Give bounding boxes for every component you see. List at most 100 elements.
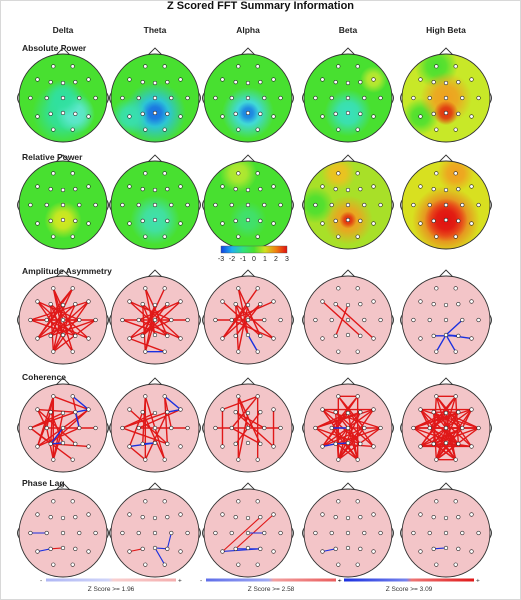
connection-line-positive: [36, 411, 52, 447]
electrode-t3: [120, 530, 125, 536]
electrode-f4: [456, 80, 461, 85]
connection-map-phase-lag-high-beta: [400, 482, 492, 578]
electrode-t3: [28, 202, 33, 208]
electrode-pz: [345, 545, 351, 551]
power-map-absolute-power-alpha: [202, 47, 294, 143]
electrode-c3: [229, 95, 234, 101]
electrode-o1: [236, 234, 241, 239]
head-outline: [303, 160, 393, 250]
electrode-cz: [443, 530, 449, 536]
electrode-t6: [86, 221, 91, 226]
electrode-o2: [162, 562, 167, 567]
electrode-f3: [140, 515, 145, 520]
electrode-c4: [77, 425, 82, 431]
electrode-o1: [236, 457, 241, 462]
electrode-f4: [358, 80, 363, 85]
electrode-t6: [469, 114, 474, 119]
electrode-f7: [127, 184, 132, 189]
connection-line-positive: [337, 409, 375, 461]
electrode-fz: [443, 410, 449, 416]
nose-outline: [438, 269, 454, 278]
electrode-p4: [358, 546, 363, 551]
electrode-fp2: [453, 499, 458, 504]
zscore-legend-label: Z Score >= 1.96: [88, 586, 135, 593]
electrode-fp2: [162, 64, 167, 69]
electrode-t6: [271, 549, 276, 554]
electrode-cz: [152, 95, 158, 101]
connection-line-positive: [222, 516, 261, 552]
electrode-f4: [358, 187, 363, 192]
electrode-o2: [70, 457, 75, 462]
electrode-t6: [86, 444, 91, 449]
electrode-f7: [127, 299, 132, 304]
electrode-t6: [271, 336, 276, 341]
connection-line-positive: [50, 443, 89, 448]
electrode-fp1: [434, 64, 439, 69]
electrode-fp1: [143, 499, 148, 504]
connection-line-positive: [222, 395, 258, 411]
electrode-fz: [152, 187, 158, 193]
electrode-f7: [127, 512, 132, 517]
electrode-fp1: [236, 499, 241, 504]
electrode-f8: [86, 299, 91, 304]
power-map-relative-power-delta: [17, 154, 109, 250]
electrode-t5: [418, 114, 423, 119]
electrode-fp1: [143, 171, 148, 176]
electrode-o1: [51, 234, 56, 239]
electrode-fp2: [70, 394, 75, 399]
electrode-t6: [469, 221, 474, 226]
electrode-o2: [162, 457, 167, 462]
electrode-f3: [140, 410, 145, 415]
electrode-pz: [245, 440, 251, 446]
electrode-f7: [127, 407, 132, 412]
electrode-f7: [320, 512, 325, 517]
electrode-c4: [460, 317, 465, 323]
electrode-pz: [443, 440, 449, 446]
electrode-c3: [427, 530, 432, 536]
connection-line-negative: [167, 408, 181, 413]
electrode-o2: [453, 349, 458, 354]
electrode-f4: [456, 187, 461, 192]
electrode-p4: [165, 546, 170, 551]
electrode-fp2: [70, 64, 75, 69]
electrode-p4: [165, 441, 170, 446]
electrode-f7: [220, 77, 225, 82]
electrode-o1: [236, 349, 241, 354]
electrode-o1: [51, 457, 56, 462]
electrode-pz: [245, 332, 251, 338]
electrode-t5: [35, 444, 40, 449]
electrode-o2: [70, 562, 75, 567]
electrode-t4: [476, 425, 481, 431]
nose-outline: [147, 269, 163, 278]
electrode-c3: [44, 202, 49, 208]
electrode-f7: [320, 77, 325, 82]
zscore-legend-bar: [344, 578, 474, 582]
electrode-c3: [329, 530, 334, 536]
electrode-p3: [140, 333, 145, 338]
electrode-c4: [77, 95, 82, 101]
electrode-f4: [456, 515, 461, 520]
electrode-t5: [320, 549, 325, 554]
electrode-fz: [245, 302, 251, 308]
connection-map-coherence-alpha: [202, 377, 294, 473]
electrode-p4: [165, 218, 170, 223]
electrode-pz: [60, 545, 66, 551]
colorbar-tick-label: 2: [274, 256, 278, 263]
electrode-c3: [44, 317, 49, 323]
electrode-cz: [443, 425, 449, 431]
electrode-pz: [152, 217, 158, 223]
connection-line-positive: [461, 409, 473, 429]
electrode-o1: [336, 349, 341, 354]
electrode-t3: [213, 202, 218, 208]
electrode-c3: [229, 425, 234, 431]
electrode-cz: [443, 95, 449, 101]
electrode-o1: [434, 457, 439, 462]
electrode-pz: [345, 217, 351, 223]
electrode-p4: [165, 111, 170, 116]
electrode-f3: [233, 515, 238, 520]
electrode-f3: [333, 302, 338, 307]
electrode-cz: [152, 317, 158, 323]
electrode-cz: [245, 95, 251, 101]
